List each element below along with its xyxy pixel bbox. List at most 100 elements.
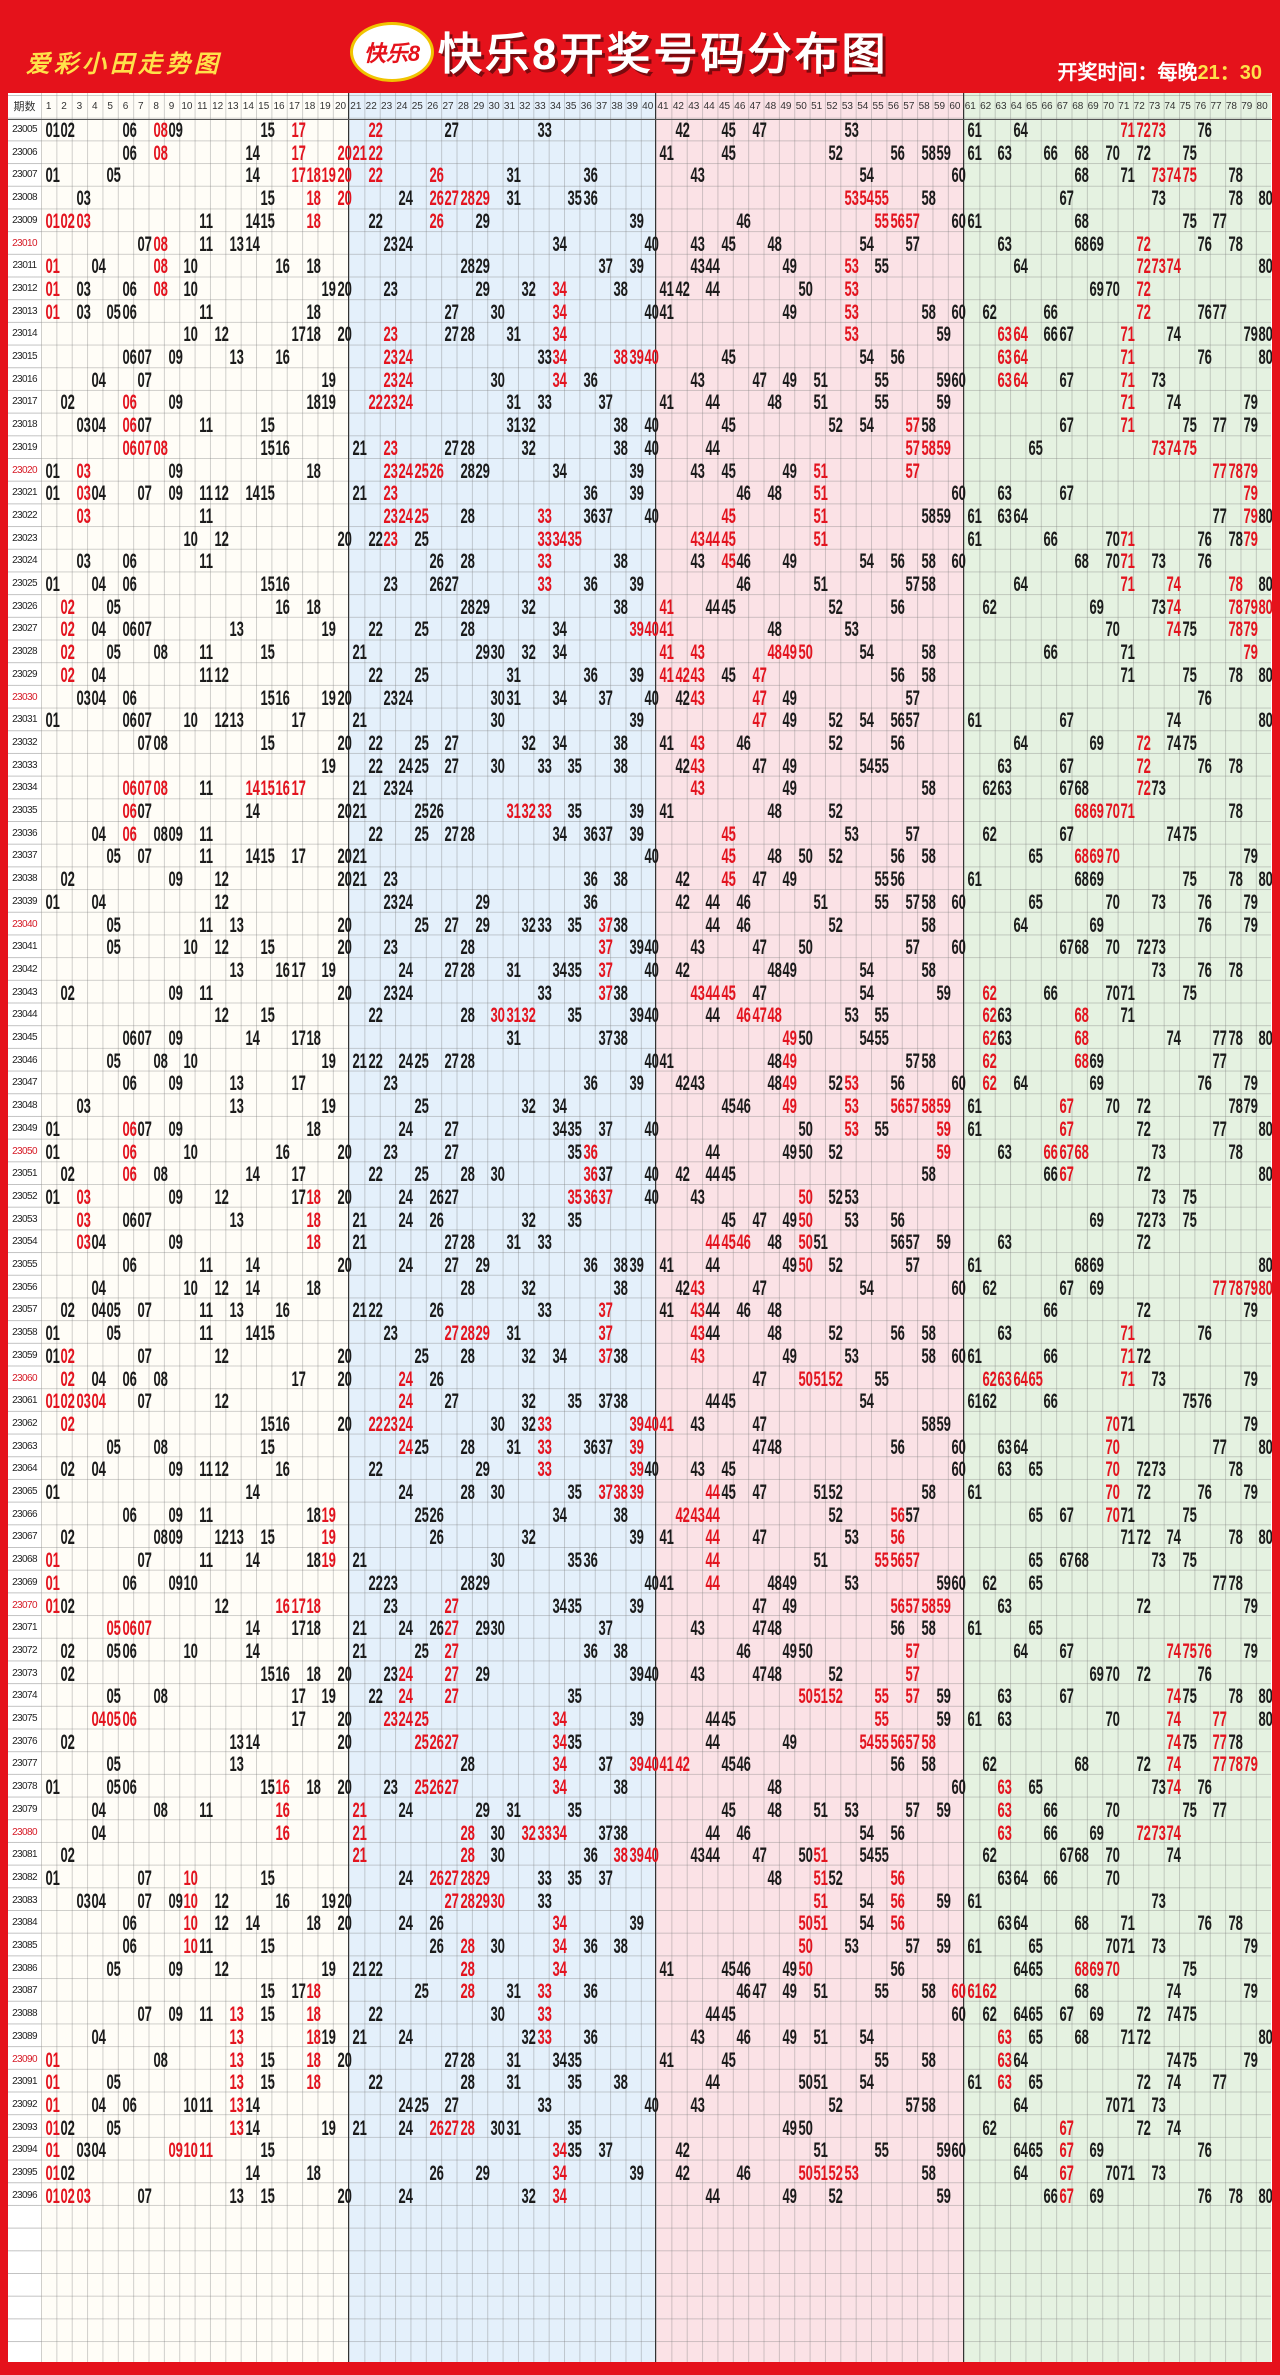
drawn-number: 41	[655, 618, 674, 641]
column-header: 55	[870, 95, 885, 119]
drawn-number: 12	[210, 1912, 228, 1935]
drawn-number: 70	[1101, 1458, 1119, 1481]
drawn-number: 04	[87, 1890, 106, 1913]
issue-label: 23008	[8, 187, 41, 210]
drawn-number: 79	[1239, 2049, 1258, 2072]
drawn-number: 06	[118, 142, 136, 165]
drawn-number: 38	[609, 1345, 628, 1368]
drawn-number: 74	[1162, 164, 1181, 187]
drawn-number: 51	[809, 1549, 827, 1572]
issue-label: 23014	[8, 323, 41, 346]
drawn-number: 43	[686, 1277, 705, 1300]
drawn-number: 10	[179, 1050, 198, 1073]
drawn-number: 70	[1101, 800, 1119, 823]
drawn-number: 06	[118, 1254, 136, 1277]
drawn-number: 35	[563, 1481, 582, 1504]
drawn-number: 50	[794, 1027, 812, 1050]
drawn-number: 75	[1178, 1209, 1196, 1232]
drawn-number: 27	[440, 437, 459, 460]
drawn-number: 41	[655, 142, 674, 165]
drawn-number: 57	[901, 1095, 920, 1118]
drawn-number: 41	[655, 1254, 674, 1277]
drawn-number: 24	[394, 891, 413, 914]
drawn-number: 74	[1162, 1685, 1181, 1708]
drawn-number: 12	[210, 1004, 228, 1027]
drawn-number: 06	[118, 414, 136, 437]
drawn-number: 25	[410, 1050, 428, 1073]
drawn-number: 70	[1101, 278, 1119, 301]
drawn-number: 40	[640, 233, 658, 256]
drawn-number: 47	[748, 1481, 766, 1504]
drawn-number: 61	[963, 1890, 981, 1913]
drawn-number: 40	[640, 936, 658, 959]
drawn-number: 26	[425, 187, 443, 210]
drawn-number: 28	[456, 2071, 474, 2094]
draw-time: 开奖时间：每晚21：30	[1058, 56, 1263, 85]
drawn-number: 74	[1162, 1980, 1181, 2003]
drawn-number: 21	[348, 1844, 367, 1867]
drawn-number: 16	[271, 1299, 290, 1322]
drawn-number: 45	[717, 2003, 735, 2026]
drawn-number: 56	[886, 1912, 904, 1935]
drawn-number: 08	[149, 1799, 167, 1822]
drawn-number: 41	[655, 278, 674, 301]
drawn-number: 24	[394, 2117, 413, 2140]
drawn-number: 01	[41, 2139, 59, 2162]
drawn-number: 45	[717, 1708, 735, 1731]
drawn-number: 23	[379, 891, 397, 914]
drawn-number: 60	[947, 1345, 966, 1368]
drawn-number: 14	[241, 1617, 259, 1640]
drawn-number: 17	[287, 1027, 305, 1050]
drawn-number: 46	[732, 210, 751, 233]
drawn-number: 21	[348, 2117, 367, 2140]
drawn-number: 43	[686, 664, 705, 687]
drawn-number: 01	[41, 1118, 59, 1141]
drawn-number: 66	[1039, 1163, 1058, 1186]
drawn-number: 41	[655, 596, 674, 619]
drawn-number: 05	[102, 301, 121, 324]
drawn-number: 02	[56, 1663, 75, 1686]
drawn-number: 21	[348, 1209, 367, 1232]
drawn-number: 02	[56, 2117, 75, 2140]
drawn-number: 05	[102, 845, 121, 868]
drawn-number: 14	[241, 1027, 259, 1050]
drawn-number: 76	[1193, 959, 1211, 982]
drawn-number: 72	[1132, 755, 1150, 778]
drawn-number: 08	[149, 823, 167, 846]
drawn-number: 05	[102, 164, 121, 187]
column-header: 2	[56, 95, 71, 119]
drawn-number: 29	[471, 1458, 490, 1481]
drawn-number: 44	[701, 391, 720, 414]
drawn-number: 25	[410, 1436, 428, 1459]
drawn-number: 58	[917, 1163, 935, 1186]
drawn-number: 57	[901, 709, 920, 732]
drawn-number: 05	[102, 1050, 121, 1073]
drawn-number: 25	[410, 1345, 428, 1368]
drawn-number: 14	[241, 1912, 259, 1935]
drawn-number: 44	[701, 1231, 720, 1254]
drawn-number: 59	[932, 2185, 950, 2208]
drawn-number: 11	[195, 1458, 213, 1481]
column-header: 29	[471, 95, 486, 119]
drawn-number: 68	[1070, 164, 1089, 187]
drawn-number: 03	[72, 482, 90, 505]
drawn-number: 34	[548, 641, 566, 664]
drawn-number: 74	[1162, 391, 1181, 414]
drawn-number: 80	[1254, 1526, 1272, 1549]
issue-label: 23031	[8, 709, 41, 732]
drawn-number: 63	[993, 1004, 1012, 1027]
issue-label: 23061	[8, 1390, 41, 1413]
drawn-number: 24	[394, 505, 413, 528]
drawn-number: 11	[195, 233, 213, 256]
drawn-number: 79	[1239, 1095, 1258, 1118]
drawn-number: 59	[932, 437, 950, 460]
drawn-number: 36	[579, 187, 597, 210]
drawn-number: 43	[686, 1186, 705, 1209]
drawn-number: 52	[824, 914, 843, 937]
drawn-number: 49	[778, 2185, 797, 2208]
drawn-number: 25	[410, 823, 428, 846]
drawn-number: 27	[440, 1118, 459, 1141]
drawn-number: 56	[886, 1617, 904, 1640]
drawn-number: 72	[1132, 732, 1150, 755]
drawn-number: 03	[72, 1209, 90, 1232]
